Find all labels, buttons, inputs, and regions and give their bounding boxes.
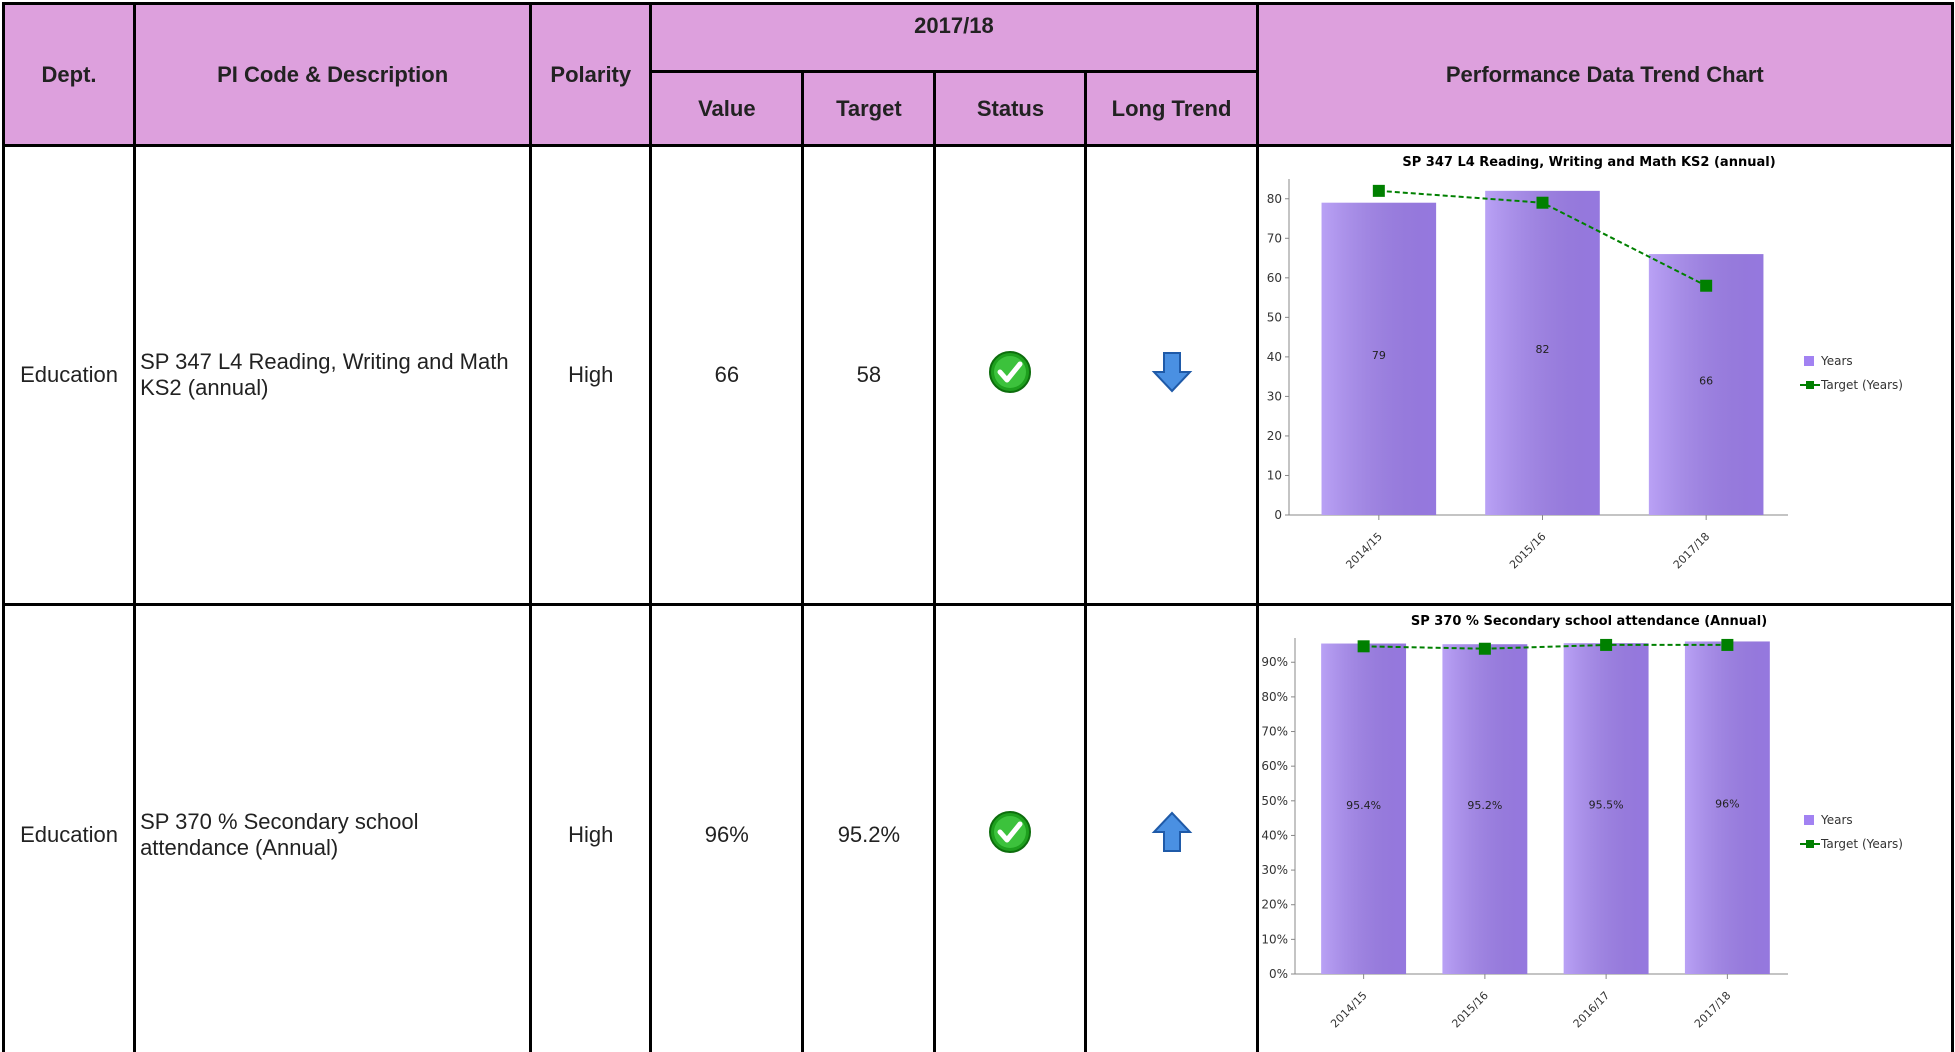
legend-label: Years	[1820, 813, 1853, 827]
header-cell: Status	[933, 70, 1088, 147]
y-tick-label: 90%	[1261, 655, 1288, 669]
cell: Education	[1, 603, 137, 1052]
header-cell: Dept.	[1, 2, 137, 147]
cell: 66	[649, 144, 805, 606]
bar-shade	[1648, 254, 1764, 515]
x-tick-label: 2014/15	[1343, 530, 1385, 572]
x-tick-label: 2015/16	[1449, 989, 1491, 1031]
status-ok-icon	[989, 810, 1032, 853]
header-cell: Long Trend	[1084, 70, 1259, 147]
cell: SP 370 % Secondary school attendance (An…	[133, 603, 533, 1052]
y-tick-label: 20	[1266, 429, 1281, 443]
trend-up-arrow	[1151, 811, 1192, 852]
y-tick-label: 10	[1266, 468, 1281, 482]
bar-shade	[1484, 190, 1600, 515]
x-tick-label: 2017/18	[1670, 530, 1712, 572]
y-tick-label: 10%	[1261, 932, 1288, 946]
data-label: 82	[1535, 343, 1549, 356]
target-marker	[1357, 640, 1370, 653]
target-marker	[1699, 279, 1712, 292]
chart-title: SP 370 % Secondary school attendance (An…	[1410, 614, 1766, 629]
y-tick-label: 80	[1266, 192, 1281, 206]
data-label: 96%	[1715, 798, 1739, 811]
trend-chart: SP 370 % Secondary school attendance (An…	[1261, 614, 1903, 1031]
header-cell: Performance Data Trend Chart	[1255, 2, 1955, 147]
cell: 95.2%	[801, 603, 937, 1052]
x-tick-label: 2015/16	[1507, 530, 1549, 572]
y-tick-label: 20%	[1261, 898, 1288, 912]
bar-shade	[1563, 643, 1649, 974]
data-label: 95.4%	[1346, 799, 1381, 812]
header-cell: 2017/18	[649, 2, 1259, 73]
bar-shade	[1321, 202, 1436, 515]
cell: High	[529, 603, 653, 1052]
trend-chart: SP 347 L4 Reading, Writing and Math KS2 …	[1266, 155, 1903, 572]
legend-swatch	[1803, 356, 1814, 366]
target-marker	[1536, 196, 1549, 209]
y-tick-label: 30%	[1261, 863, 1288, 877]
status-ok-icon	[989, 351, 1032, 393]
data-label: 66	[1699, 375, 1713, 388]
x-tick-label: 2016/17	[1570, 989, 1612, 1031]
cell: SP 347 L4 Reading, Writing and Math KS2 …	[133, 144, 533, 606]
y-tick-label: 50%	[1261, 794, 1288, 808]
trend-down-arrow	[1151, 352, 1192, 393]
data-label: 95.5%	[1588, 799, 1623, 812]
target-line	[1363, 643, 1727, 650]
header-cell: PI Code & Description	[133, 2, 533, 147]
cell: 58	[801, 144, 937, 606]
y-tick-label: 70%	[1261, 725, 1288, 739]
cell: Education	[1, 144, 137, 606]
x-tick-label: 2017/18	[1692, 989, 1734, 1031]
legend-swatch	[1803, 815, 1814, 825]
cell: SP 370 % Secondary school attendance (An…	[1255, 603, 1955, 1052]
y-tick-label: 0%	[1269, 967, 1288, 981]
cell: SP 347 L4 Reading, Writing and Math KS2 …	[1255, 144, 1955, 606]
target-marker	[1720, 638, 1733, 651]
header-cell: Target	[801, 70, 937, 147]
y-tick-label: 40	[1266, 350, 1281, 364]
data-label: 95.2%	[1467, 799, 1502, 812]
cell	[1084, 144, 1259, 606]
bar-shade	[1320, 643, 1406, 974]
x-tick-label: 2014/15	[1328, 989, 1370, 1031]
bar-shade	[1442, 644, 1527, 974]
legend-label: Target (Years)	[1820, 837, 1903, 851]
target-marker	[1372, 184, 1385, 197]
header-cell: Polarity	[529, 2, 653, 147]
y-tick-label: 70	[1266, 231, 1281, 245]
chart-title: SP 347 L4 Reading, Writing and Math KS2 …	[1402, 155, 1775, 170]
legend-label: Target (Years)	[1820, 378, 1903, 392]
y-tick-label: 30	[1266, 389, 1281, 403]
cell	[1084, 603, 1259, 1052]
y-tick-label: 40%	[1261, 828, 1288, 842]
cell	[933, 603, 1088, 1052]
y-tick-label: 80%	[1261, 690, 1288, 704]
cell	[933, 144, 1088, 606]
cell: High	[529, 144, 653, 606]
data-label: 79	[1371, 349, 1385, 362]
target-marker	[1478, 642, 1491, 655]
y-tick-label: 0	[1274, 508, 1282, 522]
legend-label: Years	[1820, 354, 1853, 368]
bar-shade	[1684, 641, 1770, 974]
y-tick-label: 60%	[1261, 759, 1288, 773]
header-cell: Value	[649, 70, 805, 147]
target-marker	[1599, 638, 1612, 651]
legend-swatch	[1805, 840, 1814, 848]
cell: 96%	[649, 603, 805, 1052]
y-tick-label: 60	[1266, 271, 1281, 285]
y-tick-label: 50	[1266, 310, 1281, 324]
legend-swatch	[1805, 381, 1814, 389]
